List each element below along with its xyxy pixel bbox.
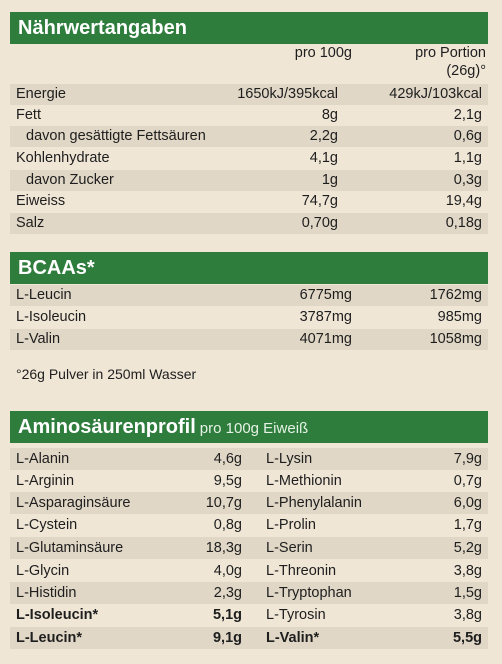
amino-left-label: L-Glycin [16,563,70,579]
amino-left-value: 18,3g [205,540,242,556]
row-value-portion: 1058mg [429,331,482,347]
amino-left-label: L-Glutaminsäure [16,540,124,556]
row-value-100g: 74,7g [301,193,338,209]
row-value-portion: 1,1g [453,150,482,166]
bcaa-title: BCAAs* [18,257,95,279]
amino-right-label: L-Threonin [266,563,337,579]
row-label: L-Isoleucin [16,309,87,325]
row-label: Energie [16,86,66,102]
table-row: davon gesättigte Fettsäuren 2,2g 0,6g [10,126,488,147]
amino-right-value: 3,8g [453,607,482,623]
table-row: Kohlenhydrate 4,1g 1,1g [10,148,488,169]
amino-left-label: L-Histidin [16,585,77,601]
amino-left-label: L-Isoleucin* [16,607,99,623]
table-row: L-Glycin 4,0g L-Threonin 3,8g [10,560,488,582]
amino-right-value: 3,8g [453,563,482,579]
amino-right-value: 1,7g [453,517,482,533]
amino-header: Aminosäurenprofil pro 100g Eiweiß [10,411,488,443]
row-value-portion: 2,1g [453,107,482,123]
amino-left-value: 0,8g [213,517,242,533]
amino-right-value: 5,2g [453,540,482,556]
col-header-per-portion: pro Portion (26g)° [366,44,486,80]
table-row: Fett 8g 2,1g [10,105,488,126]
table-row: L-Arginin 9,5g L-Methionin 0,7g [10,470,488,492]
table-row: L-Cystein 0,8g L-Prolin 1,7g [10,514,488,536]
amino-right-label: L-Lysin [266,451,313,467]
naehrwert-header: Nährwertangaben [10,12,488,44]
row-value-100g: 6775mg [299,287,352,303]
row-value-100g: 4071mg [299,331,352,347]
table-row: L-Histidin 2,3g L-Tryptophan 1,5g [10,582,488,604]
amino-left-value: 4,6g [213,451,242,467]
row-value-portion: 19,4g [445,193,482,209]
table-row: L-Leucin* 9,1g L-Valin* 5,5g [10,627,488,649]
amino-right-value: 5,5g [452,630,482,646]
row-label: davon Zucker [26,172,114,188]
table-row: L-Glutaminsäure 18,3g L-Serin 5,2g [10,537,488,559]
amino-left-value: 2,3g [213,585,242,601]
amino-right-value: 0,7g [453,473,482,489]
table-row: L-Asparaginsäure 10,7g L-Phenylalanin 6,… [10,492,488,514]
row-value-100g: 4,1g [309,150,338,166]
row-value-100g: 1g [321,172,338,188]
col-header-per-100g: pro 100g [294,45,352,61]
amino-right-label: L-Methionin [266,473,342,489]
amino-left-label: L-Arginin [16,473,75,489]
table-row: Energie 1650kJ/395kcal 429kJ/103kcal [10,84,488,105]
col-header-per-portion-line2: (26g)° [446,63,486,79]
amino-right-label: L-Tryptophan [266,585,352,601]
amino-right-label: L-Phenylalanin [266,495,362,511]
amino-right-value: 1,5g [453,585,482,601]
row-value-100g: 0,70g [301,215,338,231]
row-value-portion: 1762mg [429,287,482,303]
amino-left-label: L-Leucin* [16,630,83,646]
table-row: davon Zucker 1g 0,3g [10,170,488,191]
col-header-per-portion-line1: pro Portion [415,45,486,61]
table-row: L-Leucin 6775mg 1762mg [10,285,488,306]
amino-left-label: L-Alanin [16,451,70,467]
amino-title: Aminosäurenprofil [18,416,196,438]
table-row: Eiweiss 74,7g 19,4g [10,191,488,212]
table-row: Salz 0,70g 0,18g [10,213,488,234]
amino-right-label: L-Serin [266,540,313,556]
row-label: L-Leucin [16,287,72,303]
row-value-portion: 0,18g [445,215,482,231]
amino-left-value: 10,7g [205,495,242,511]
row-label: L-Valin [16,331,61,347]
table-row: L-Valin 4071mg 1058mg [10,329,488,350]
naehrwert-title: Nährwertangaben [18,17,187,39]
amino-left-value: 4,0g [213,563,242,579]
bcaa-header: BCAAs* [10,252,488,284]
row-value-portion: 985mg [437,309,482,325]
amino-left-value: 9,1g [212,630,242,646]
amino-left-label: L-Cystein [16,517,78,533]
row-value-portion: 0,3g [453,172,482,188]
row-value-100g: 3787mg [299,309,352,325]
footnote: °26g Pulver in 250ml Wasser [16,366,197,382]
table-row: L-Alanin 4,6g L-Lysin 7,9g [10,448,488,470]
row-value-100g: 1650kJ/395kcal [237,86,338,102]
amino-left-value: 5,1g [212,607,242,623]
row-value-portion: 429kJ/103kcal [389,86,482,102]
row-label: Salz [16,215,45,231]
row-value-100g: 8g [321,107,338,123]
amino-right-label: L-Prolin [266,517,316,533]
row-label: davon gesättigte Fettsäuren [26,128,206,144]
row-label: Fett [16,107,41,123]
amino-subtitle: pro 100g Eiweiß [199,420,309,437]
amino-right-value: 6,0g [453,495,482,511]
row-value-100g: 2,2g [309,128,338,144]
amino-right-label: L-Valin* [266,630,320,646]
row-label: Eiweiss [16,193,66,209]
row-label: Kohlenhydrate [16,150,110,166]
table-row: L-Isoleucin 3787mg 985mg [10,307,488,328]
table-row: L-Isoleucin* 5,1g L-Tyrosin 3,8g [10,604,488,626]
amino-left-label: L-Asparaginsäure [16,495,131,511]
amino-left-value: 9,5g [213,473,242,489]
row-value-portion: 0,6g [453,128,482,144]
amino-right-label: L-Tyrosin [266,607,326,623]
amino-right-value: 7,9g [453,451,482,467]
